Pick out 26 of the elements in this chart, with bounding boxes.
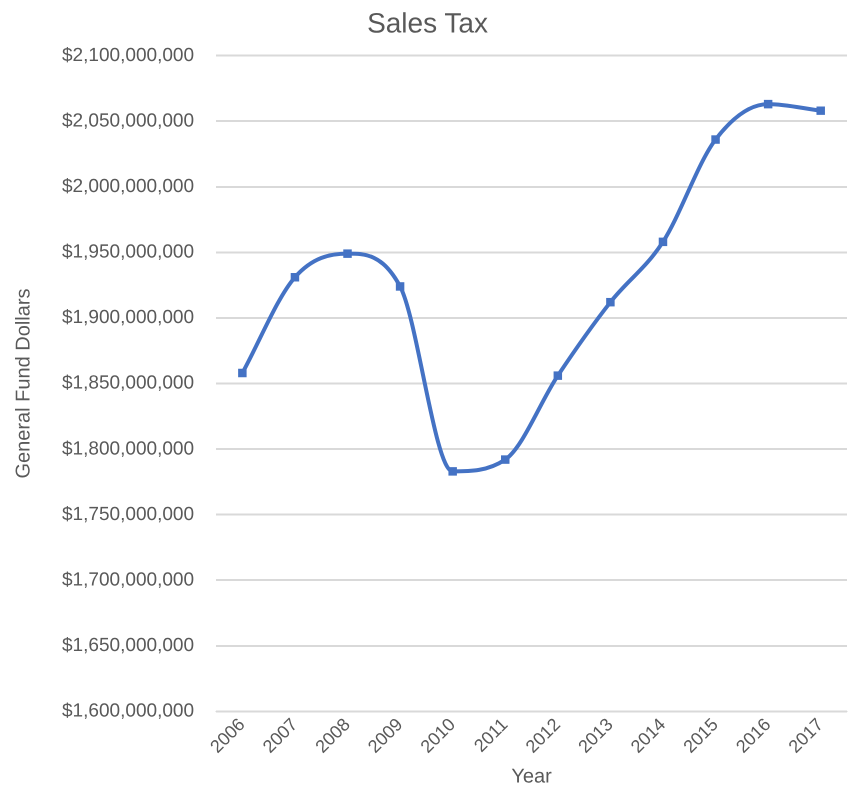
x-axis-title: Year xyxy=(511,766,552,788)
point xyxy=(290,273,300,282)
y-tick-label: $1,600,000,000 xyxy=(62,700,194,722)
point xyxy=(816,106,825,115)
y-tick-label: $2,050,000,000 xyxy=(62,110,194,132)
point xyxy=(448,467,457,476)
y-tick-label: $1,850,000,000 xyxy=(62,372,194,394)
point xyxy=(501,455,510,464)
point xyxy=(711,135,720,144)
y-tick-label: $1,900,000,000 xyxy=(62,307,194,328)
point xyxy=(764,100,772,108)
y-tick-label: $1,800,000,000 xyxy=(62,438,194,460)
point xyxy=(343,249,352,258)
y-tick-label: $2,100,000,000 xyxy=(62,44,194,66)
y-axis-title: General Fund Dollars xyxy=(12,288,35,479)
point xyxy=(606,298,615,306)
y-tick-label: $1,700,000,000 xyxy=(62,569,194,590)
point xyxy=(554,371,562,380)
y-tick-label: $2,000,000,000 xyxy=(62,176,194,197)
point xyxy=(396,282,404,291)
point xyxy=(658,238,668,246)
y-tick-label: $1,650,000,000 xyxy=(62,635,194,656)
point xyxy=(238,368,247,378)
chart-title: Sales Tax xyxy=(367,8,488,39)
y-tick-label: $1,750,000,000 xyxy=(62,504,194,525)
y-tick-label: $1,950,000,000 xyxy=(62,242,194,263)
